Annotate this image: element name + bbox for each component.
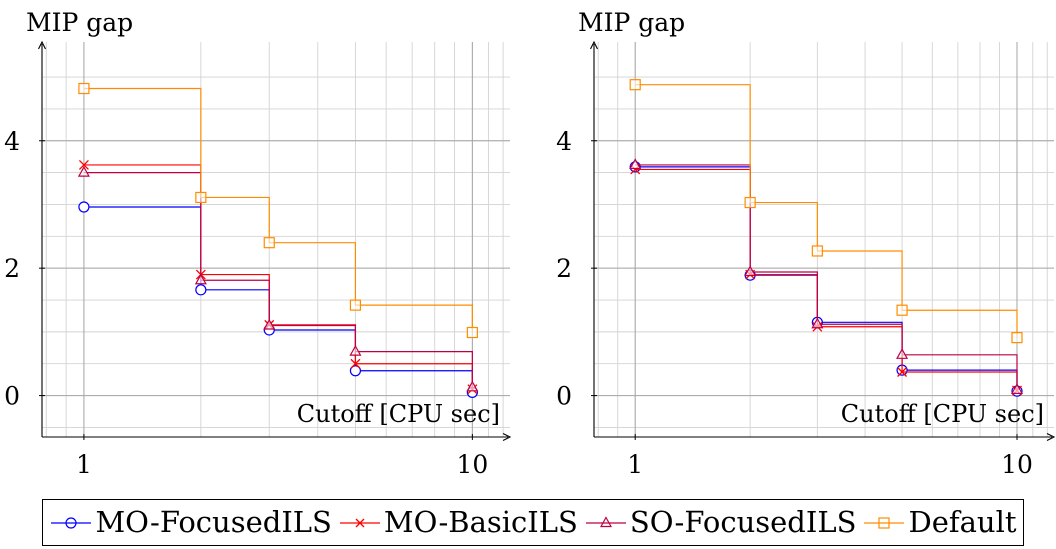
data-point [466,380,479,392]
x-axis-arrow-icon [502,433,512,441]
y-axis-arrow-icon [38,40,46,50]
x-tick-label: 1 [76,450,92,479]
axes: 0 2 4 1 10 [556,40,1056,479]
series-line [83,164,473,390]
y-tick-label: 4 [556,127,572,156]
series-mo-basicils [630,164,1022,396]
y-axis-arrow-icon [590,40,598,50]
data-point [897,367,908,377]
data-point [744,265,757,277]
data-point [896,304,908,316]
series-so-focusedils [77,165,479,392]
data-point [811,245,823,257]
data-point [194,273,207,285]
legend-label: SO-FocusedILS [629,505,857,539]
series-line [83,87,473,333]
data-point [349,365,362,377]
data-point [78,160,89,170]
legend-marker-x-icon [339,518,380,527]
data-point [195,191,207,204]
series-mo-focusedils [629,161,1023,397]
data-point [78,82,90,95]
data-point [1011,332,1023,344]
y-tick-label: 0 [4,382,20,411]
y-tick-label: 2 [556,254,572,283]
y-tick-label: 4 [4,127,20,156]
series-so-focusedils [629,158,1024,394]
data-point [896,348,909,359]
legend-item-mo-basicils: MO-BasicILS [338,508,578,537]
axes: 0 2 4 1 10 [4,40,512,479]
chart-panel-1: 0 2 4 1 10 MIP gap Cutoff [CPU sec] [4,8,512,479]
legend-marker-square-icon [864,516,905,529]
series-mo-basicils [78,160,478,395]
y-tick-label: 0 [556,382,572,411]
series-default [629,79,1023,344]
x-tick-label: 1 [627,450,643,479]
series-line [635,168,1018,391]
data-point [744,196,756,209]
data-point-stroke [78,160,89,170]
y-axis-label: MIP gap [578,8,685,37]
legend: MO-FocusedILS MO-BasicILS SO-FocusedILS … [42,499,1024,546]
x-axis-label: Cutoff [CPU sec] [297,400,500,428]
data-point [629,158,642,170]
x-tick-label: 10 [456,450,488,479]
data-point [349,344,362,356]
data-point [466,326,478,339]
data-point [629,79,641,91]
legend-item-so-focusedils: SO-FocusedILS [584,505,857,539]
series-line [635,166,1018,392]
chart-panel-2: 0 2 4 1 10 MIP gap Cutoff [CPU sec] [556,8,1056,479]
y-tick-label: 2 [4,254,20,283]
data-point [78,201,90,213]
grid [42,42,510,437]
data-point [77,165,90,177]
data-point [1010,383,1024,394]
x-axis-label: Cutoff [CPU sec] [841,400,1044,428]
data-point [263,237,275,249]
grid [594,42,1054,437]
series-line [635,164,1018,390]
legend-marker-circle-icon [51,516,92,529]
legend-label: MO-FocusedILS [95,505,332,539]
legend-label: MO-BasicILS [383,505,578,539]
legend-item-mo-focusedils: MO-FocusedILS [49,505,332,539]
y-axis-label: MIP gap [26,8,133,37]
series-default [78,82,478,339]
data-point [349,299,362,311]
data-point [350,358,361,369]
data-point-stroke [897,367,908,377]
data-point [263,318,276,330]
data-point-stroke [350,358,361,369]
legend-item-default: Default [862,505,1017,539]
legend-label: Default [908,505,1017,539]
x-tick-label: 10 [1001,450,1033,479]
legend-marker-triangle-icon [585,515,626,527]
x-axis-arrow-icon [1046,433,1056,441]
data-point [195,284,207,296]
data-point [811,317,824,329]
